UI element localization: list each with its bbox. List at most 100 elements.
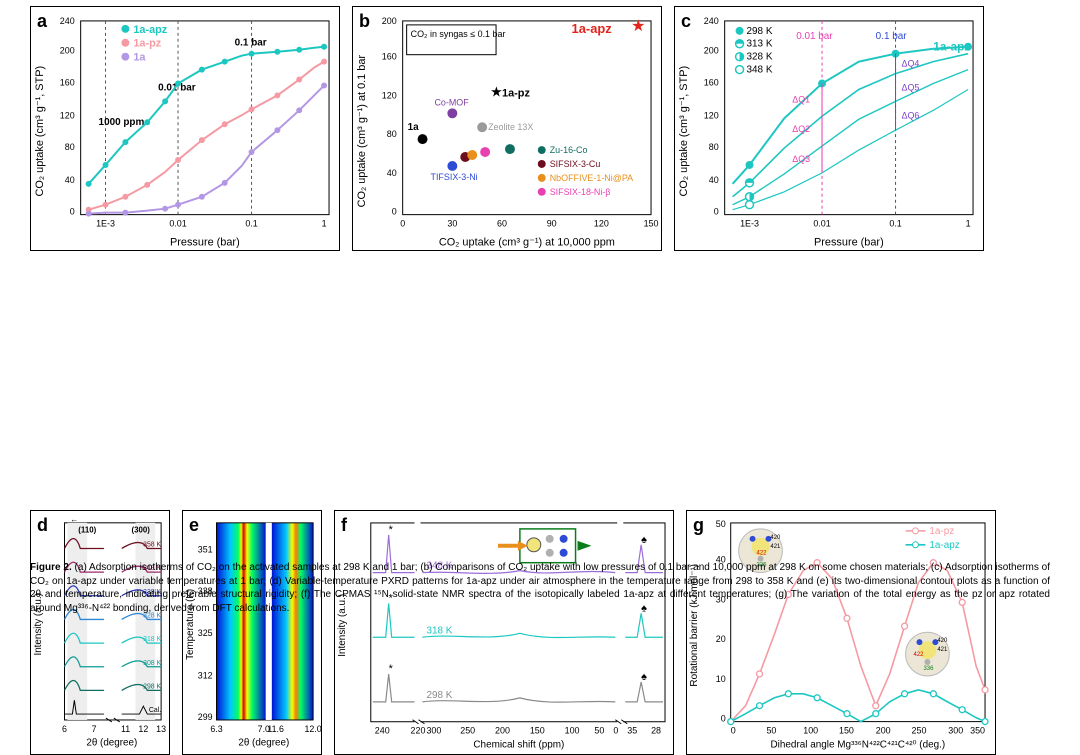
svg-text:*: * — [389, 524, 394, 536]
svg-text:40: 40 — [65, 175, 75, 185]
svg-text:40: 40 — [709, 175, 719, 185]
svg-text:NbOFFIVE-1-Ni@PA: NbOFFIVE-1-Ni@PA — [550, 173, 633, 183]
svg-text:1a-pz: 1a-pz — [502, 87, 530, 99]
svg-text:0.1 bar: 0.1 bar — [876, 31, 908, 42]
svg-text:TIFSIX-3-Ni: TIFSIX-3-Ni — [430, 172, 477, 182]
svg-text:150: 150 — [839, 726, 854, 736]
panel-g-svg: 0 10 20 30 40 50 050100 150200250 300350 — [687, 511, 995, 754]
svg-text:♠: ♠ — [641, 671, 647, 683]
svg-text:240: 240 — [60, 16, 75, 26]
svg-text:90: 90 — [547, 219, 557, 229]
svg-text:421: 421 — [770, 544, 781, 550]
panel-d-label: d — [37, 515, 48, 536]
svg-text:(300): (300) — [132, 526, 151, 535]
svg-text:40: 40 — [387, 168, 397, 178]
svg-text:0.1: 0.1 — [889, 219, 901, 229]
svg-text:200: 200 — [495, 726, 510, 736]
svg-text:422: 422 — [914, 652, 925, 658]
svg-text:0: 0 — [721, 714, 726, 724]
panel-c-svg: 0 40 80 120 160 200 240 1E-3 0.01 0.1 1 … — [675, 7, 983, 250]
figure-row-2: d ← (110) (300) 358 K 348 K 338 K 328 K … — [0, 510, 1080, 755]
svg-text:0: 0 — [613, 726, 618, 736]
svg-text:Chemical shift (ppm): Chemical shift (ppm) — [473, 740, 564, 751]
svg-text:*: * — [389, 663, 394, 675]
svg-text:←: ← — [70, 515, 78, 524]
svg-text:1a-apz: 1a-apz — [929, 540, 959, 551]
svg-text:11.6: 11.6 — [267, 724, 284, 734]
figure-row-1: a 0 40 80 120 160 200 240 1E-3 0.01 — [0, 0, 1080, 504]
svg-text:SIFSIX-3-Cu: SIFSIX-3-Cu — [550, 159, 601, 169]
figure-caption: Figure 2. (a) Adsorption isotherms of CO… — [30, 561, 1050, 615]
panel-b-label: b — [359, 11, 370, 32]
svg-text:120: 120 — [382, 90, 397, 100]
svg-text:150: 150 — [530, 726, 545, 736]
svg-text:50: 50 — [716, 519, 726, 529]
svg-text:308 K: 308 K — [143, 660, 161, 667]
panel-f: f *♠ 348 K *♠ 318 K — [334, 510, 674, 755]
svg-text:1a-pz: 1a-pz — [929, 526, 954, 537]
svg-text:160: 160 — [704, 77, 719, 87]
svg-text:Zeolite 13X: Zeolite 13X — [488, 122, 533, 132]
svg-text:13: 13 — [156, 724, 166, 734]
svg-text:120: 120 — [704, 110, 719, 120]
svg-text:2θ (degree): 2θ (degree) — [86, 738, 137, 749]
svg-text:200: 200 — [60, 46, 75, 56]
svg-text:30: 30 — [447, 219, 457, 229]
svg-text:♠: ♠ — [641, 534, 647, 546]
svg-text:7: 7 — [92, 724, 97, 734]
svg-text:Co-MOF: Co-MOF — [434, 97, 469, 107]
svg-text:CO₂ uptake (cm³ g⁻¹) at 0.1 ba: CO₂ uptake (cm³ g⁻¹) at 0.1 bar — [356, 55, 368, 208]
svg-text:80: 80 — [65, 142, 75, 152]
svg-text:200: 200 — [876, 726, 891, 736]
caption-title: Figure 2. — [30, 562, 72, 573]
svg-text:1000 ppm: 1000 ppm — [99, 117, 145, 128]
svg-text:CO₂ uptake (cm³ g⁻¹, STP): CO₂ uptake (cm³ g⁻¹, STP) — [678, 66, 690, 197]
svg-text:120: 120 — [594, 219, 609, 229]
svg-text:1E-3: 1E-3 — [740, 219, 759, 229]
svg-text:420: 420 — [770, 535, 781, 541]
panel-c-label: c — [681, 11, 691, 32]
svg-text:318 K: 318 K — [426, 625, 452, 636]
svg-text:328 K: 328 K — [747, 52, 773, 63]
svg-text:1a-apz: 1a-apz — [572, 21, 612, 36]
panel-e-svg: 299 312 325 338 351 6.3 7.0 11.6 12.0 Te… — [183, 511, 321, 753]
svg-text:80: 80 — [387, 129, 397, 139]
svg-text:120: 120 — [60, 110, 75, 120]
svg-text:35: 35 — [627, 726, 637, 736]
svg-text:0.01: 0.01 — [169, 219, 186, 229]
svg-text:1: 1 — [966, 219, 971, 229]
svg-text:CO₂ uptake (cm³ g⁻¹) at 10,000: CO₂ uptake (cm³ g⁻¹) at 10,000 ppm — [439, 236, 615, 248]
svg-text:ΔQ6: ΔQ6 — [902, 110, 920, 120]
svg-text:50: 50 — [766, 726, 776, 736]
svg-text:12.0: 12.0 — [304, 724, 321, 734]
svg-text:50: 50 — [594, 726, 604, 736]
svg-text:11: 11 — [121, 724, 130, 734]
panel-f-label: f — [341, 515, 347, 536]
svg-text:100: 100 — [803, 726, 818, 736]
svg-text:240: 240 — [704, 16, 719, 26]
svg-text:0: 0 — [70, 207, 75, 217]
svg-text:Dihedral angle Mg³³⁶N⁴²²C⁴²¹C⁴: Dihedral angle Mg³³⁶N⁴²²C⁴²¹C⁴²⁰ (deg.) — [771, 739, 946, 750]
svg-text:0: 0 — [731, 726, 736, 736]
svg-text:CO₂ in syngas ≤ 0.1 bar: CO₂ in syngas ≤ 0.1 bar — [411, 29, 506, 39]
svg-text:10: 10 — [716, 674, 726, 684]
svg-text:0.1 bar: 0.1 bar — [235, 38, 267, 49]
svg-text:2θ (degree): 2θ (degree) — [238, 738, 289, 749]
svg-text:12: 12 — [138, 724, 148, 734]
svg-text:6.3: 6.3 — [210, 724, 222, 734]
svg-text:298 K: 298 K — [143, 683, 161, 690]
svg-text:160: 160 — [382, 52, 397, 62]
svg-text:1a-apz: 1a-apz — [133, 24, 167, 36]
panel-g: g 0 10 20 30 40 50 050100 150200250 3003… — [686, 510, 996, 755]
svg-text:CO₂ uptake (cm³ g⁻¹, STP): CO₂ uptake (cm³ g⁻¹, STP) — [34, 66, 46, 197]
svg-text:Pressure (bar): Pressure (bar) — [170, 236, 240, 248]
svg-text:Pressure (bar): Pressure (bar) — [814, 236, 884, 248]
svg-text:ΔQ5: ΔQ5 — [902, 82, 920, 92]
svg-text:0: 0 — [714, 207, 719, 217]
svg-text:298 K: 298 K — [426, 690, 452, 701]
svg-text:348 K: 348 K — [747, 65, 773, 76]
panel-g-label: g — [693, 515, 704, 536]
svg-text:0.1: 0.1 — [245, 219, 257, 229]
svg-text:1a-pz: 1a-pz — [133, 38, 161, 50]
svg-text:351: 351 — [198, 544, 213, 554]
